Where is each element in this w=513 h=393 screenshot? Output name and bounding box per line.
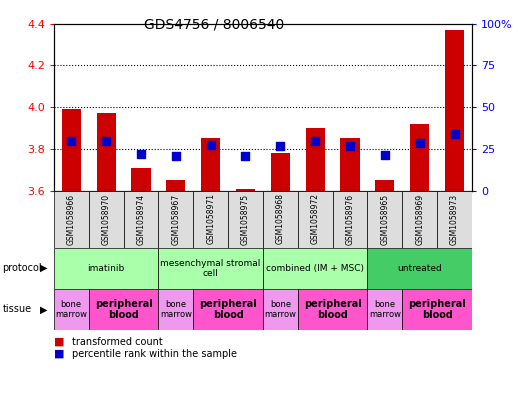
Bar <box>376 180 394 191</box>
Text: peripheral
blood: peripheral blood <box>199 299 257 320</box>
Point <box>450 130 459 137</box>
Point <box>172 152 180 159</box>
Bar <box>367 191 402 248</box>
Point <box>276 142 284 149</box>
Point <box>102 138 110 145</box>
Bar <box>332 191 367 248</box>
Bar <box>236 189 255 191</box>
Bar <box>367 289 402 330</box>
Bar <box>159 191 193 248</box>
Point <box>137 151 145 157</box>
Bar <box>54 191 89 248</box>
Text: ▶: ▶ <box>40 305 47 314</box>
Text: GDS4756 / 8006540: GDS4756 / 8006540 <box>144 18 284 32</box>
Bar <box>89 289 159 330</box>
Text: GSM1058976: GSM1058976 <box>346 193 354 244</box>
Text: tissue: tissue <box>3 305 32 314</box>
Point <box>311 138 319 145</box>
Text: GSM1058967: GSM1058967 <box>171 193 180 244</box>
Bar <box>263 289 298 330</box>
Text: transformed count: transformed count <box>72 337 163 347</box>
Text: percentile rank within the sample: percentile rank within the sample <box>72 349 237 359</box>
Text: peripheral
blood: peripheral blood <box>304 299 362 320</box>
Text: GSM1058973: GSM1058973 <box>450 193 459 244</box>
Bar <box>306 128 325 191</box>
Text: ▶: ▶ <box>40 263 47 273</box>
Text: GSM1058965: GSM1058965 <box>380 193 389 244</box>
Bar <box>263 191 298 248</box>
Point <box>416 140 424 146</box>
Bar <box>201 138 220 191</box>
Bar <box>402 289 472 330</box>
Bar <box>341 138 360 191</box>
Bar <box>166 180 185 191</box>
Text: GSM1058970: GSM1058970 <box>102 193 111 244</box>
Text: protocol: protocol <box>3 263 42 273</box>
Text: bone
marrow: bone marrow <box>264 300 297 319</box>
Text: bone
marrow: bone marrow <box>55 300 87 319</box>
Text: GSM1058971: GSM1058971 <box>206 193 215 244</box>
Text: mesenchymal stromal
cell: mesenchymal stromal cell <box>161 259 261 278</box>
Bar <box>228 191 263 248</box>
Point <box>207 141 215 148</box>
Text: imatinib: imatinib <box>88 264 125 273</box>
Bar <box>96 113 116 191</box>
Text: GSM1058972: GSM1058972 <box>311 193 320 244</box>
Bar <box>298 191 332 248</box>
Bar <box>54 248 159 289</box>
Bar <box>124 191 159 248</box>
Bar <box>410 124 429 191</box>
Text: GSM1058974: GSM1058974 <box>136 193 146 244</box>
Text: bone
marrow: bone marrow <box>160 300 192 319</box>
Bar <box>62 109 81 191</box>
Bar <box>298 289 367 330</box>
Bar <box>159 248 263 289</box>
Bar <box>193 289 263 330</box>
Bar <box>131 168 150 191</box>
Text: GSM1058975: GSM1058975 <box>241 193 250 244</box>
Bar <box>89 191 124 248</box>
Text: GSM1058968: GSM1058968 <box>276 193 285 244</box>
Point <box>381 152 389 158</box>
Bar <box>159 289 193 330</box>
Text: bone
marrow: bone marrow <box>369 300 401 319</box>
Text: peripheral
blood: peripheral blood <box>408 299 466 320</box>
Text: GSM1058969: GSM1058969 <box>415 193 424 244</box>
Text: ■: ■ <box>54 337 64 347</box>
Bar <box>263 248 367 289</box>
Bar <box>367 248 472 289</box>
Point <box>242 152 250 159</box>
Text: GSM1058966: GSM1058966 <box>67 193 76 244</box>
Bar <box>445 30 464 191</box>
Text: peripheral
blood: peripheral blood <box>95 299 152 320</box>
Text: combined (IM + MSC): combined (IM + MSC) <box>266 264 364 273</box>
Bar <box>54 289 89 330</box>
Text: untreated: untreated <box>398 264 442 273</box>
Point <box>346 143 354 149</box>
Bar <box>437 191 472 248</box>
Bar <box>193 191 228 248</box>
Bar <box>402 191 437 248</box>
Bar <box>271 153 290 191</box>
Point <box>67 138 75 145</box>
Text: ■: ■ <box>54 349 64 359</box>
